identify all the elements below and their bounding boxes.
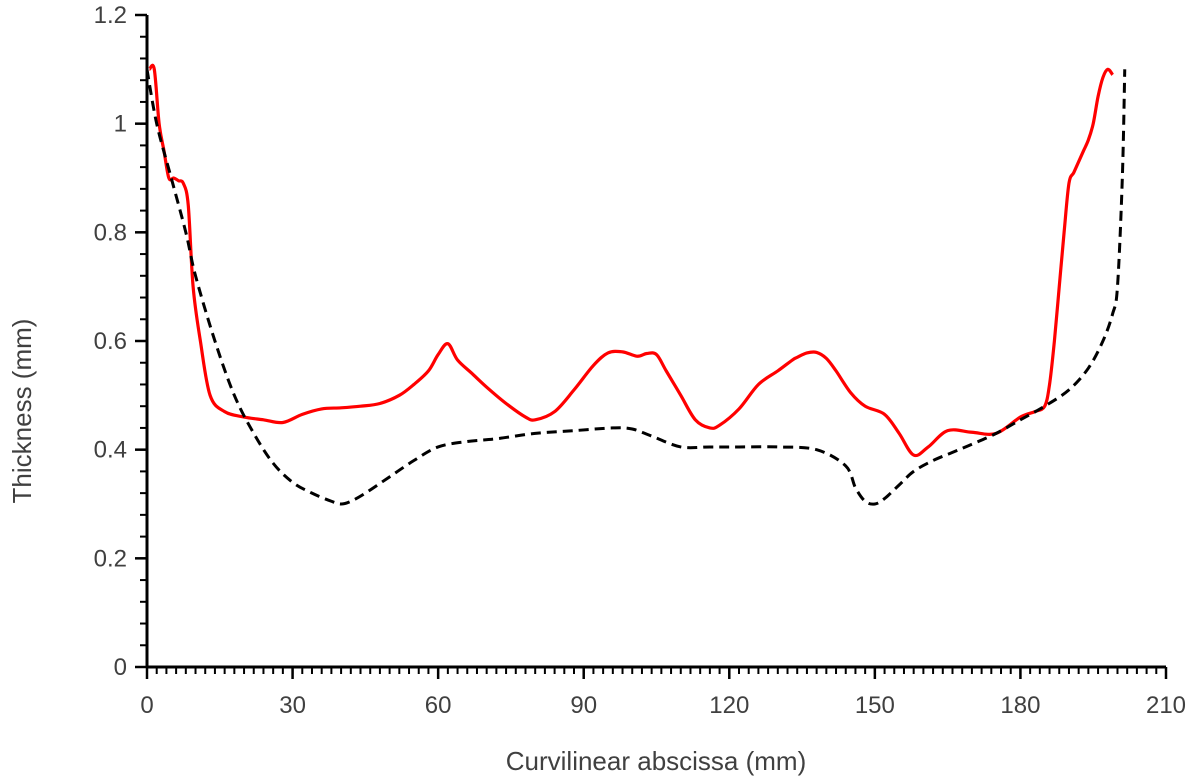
x-axis-title: Curvilinear abscissa (mm) [506, 746, 807, 776]
x-tick-label: 30 [279, 692, 306, 719]
x-tick-label: 0 [140, 692, 153, 719]
y-tick-label: 0.8 [94, 219, 127, 246]
x-tick-label: 120 [709, 692, 749, 719]
x-tick-label: 210 [1146, 692, 1186, 719]
axes: 0 0.2 0.4 0.6 0.8 1 1.2 0 30 60 90 120 150 180 210 [94, 2, 1186, 719]
x-tick-label: 90 [570, 692, 597, 719]
y-tick-label: 1 [114, 111, 127, 138]
x-tick-label: 60 [425, 692, 452, 719]
plot-lines [145, 63, 1127, 506]
y-tick-label: 0.4 [94, 437, 127, 464]
x-tick-label: 150 [855, 692, 895, 719]
x-tick-label: 180 [1000, 692, 1040, 719]
y-tick-label: 0.6 [94, 328, 127, 355]
y-tick-label: 0.2 [94, 545, 127, 572]
series-line-1 [147, 63, 1114, 458]
y-tick-label: 0 [114, 654, 127, 681]
y-axis-title: Thickness (mm) [7, 319, 37, 504]
series-line-2 [145, 69, 1127, 506]
y-tick-label: 1.2 [94, 2, 127, 29]
